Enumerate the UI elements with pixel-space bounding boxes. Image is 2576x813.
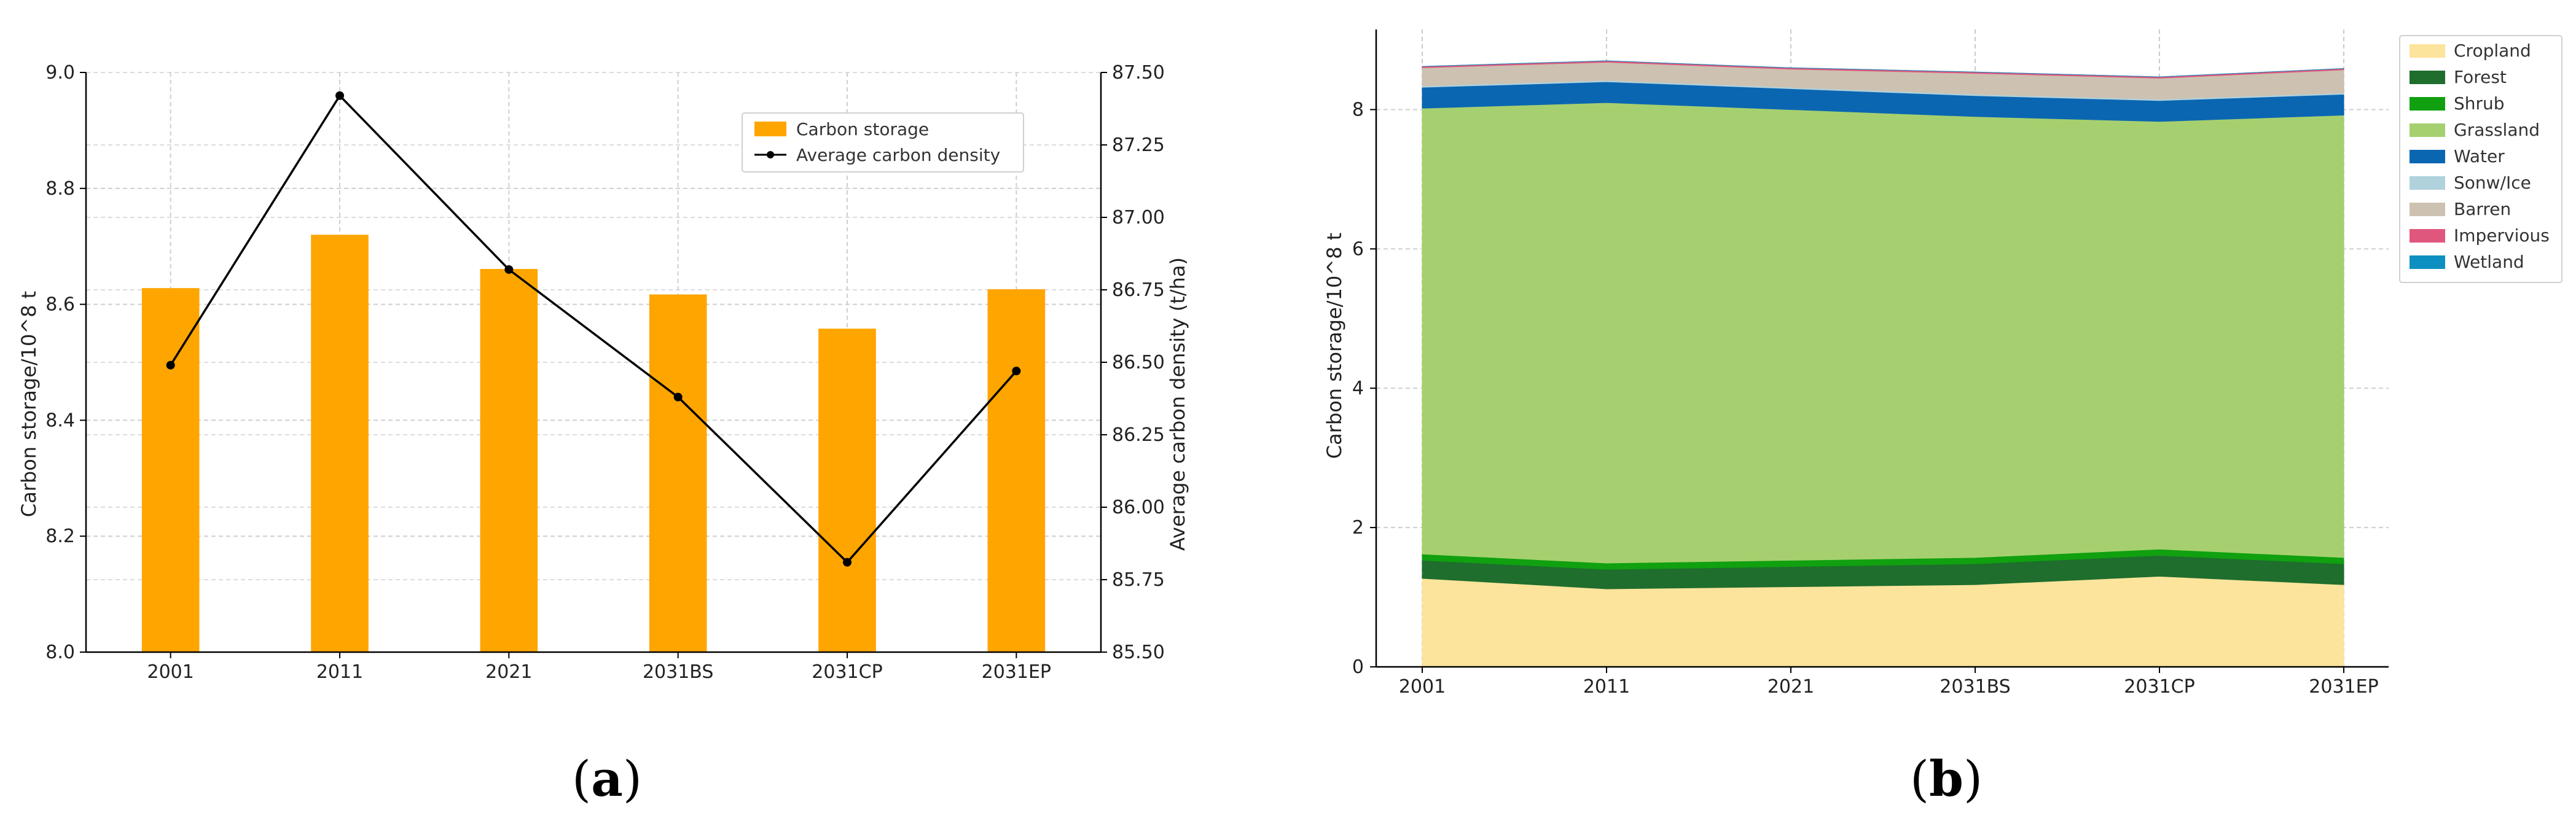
line-average-carbon-density — [170, 93, 1017, 564]
legend-swatch-water — [2410, 150, 2445, 163]
panel-a-y-axis-label: Carbon storage/10^8 t — [17, 291, 41, 517]
x-tick-label: 2031EP — [982, 661, 1051, 683]
area-grassland — [1422, 102, 2344, 564]
panel-a-legend: Carbon storage Average carbon density — [742, 112, 1024, 173]
x-tick-label: 2031EP — [2309, 676, 2378, 698]
panel-a-x-ticks: 2001 2011 2021 2031BS 2031CP 2031EP — [147, 652, 1051, 683]
point-average-carbon-density-2031ep — [1012, 367, 1021, 376]
point-average-carbon-density-2031bs — [673, 392, 683, 402]
bar-carbon-storage-2031ep — [987, 289, 1046, 652]
bar-carbon-storage-2031bs — [649, 294, 707, 652]
bar-carbon-storage-2021 — [480, 269, 538, 652]
y-tick-label: 2 — [1352, 517, 1364, 539]
panel-a: 2001 2011 2021 2031BS 2031CP 2031EP 8.0 8.2 8.4… — [17, 62, 1189, 683]
area-cropland — [1422, 576, 2344, 667]
point-average-carbon-density-2011 — [335, 91, 344, 100]
legend-label-average-carbon-density: Average carbon density — [796, 145, 1000, 165]
y-tick-label: 6 — [1352, 238, 1364, 260]
x-tick-label: 2001 — [1399, 676, 1446, 698]
legend-label-carbon-storage: Carbon storage — [796, 119, 929, 139]
legend-swatch-wetland — [2410, 255, 2445, 269]
y-right-tick-label: 86.75 — [1112, 279, 1165, 301]
legend-label-shrub: Shrub — [2454, 93, 2505, 114]
legend-swatch-sonw-ice — [2410, 176, 2445, 190]
x-tick-label: 2001 — [147, 661, 194, 683]
legend-swatch-shrub — [2410, 97, 2445, 111]
y-tick-label: 4 — [1352, 378, 1364, 399]
legend-label-barren: Barren — [2454, 199, 2511, 219]
legend-label-wetland: Wetland — [2454, 252, 2524, 272]
panel-b-axes — [1375, 29, 2389, 668]
legend-label-impervious: Impervious — [2454, 225, 2550, 246]
y-tick-label: 8 — [1352, 99, 1364, 120]
panel-b-x-ticks: 2001 2011 2021 2031BS 2031CP 2031EP — [1399, 667, 2379, 698]
y-right-tick-label: 87.00 — [1112, 207, 1165, 228]
legend-label-forest: Forest — [2454, 67, 2507, 87]
y-tick-label: 8.2 — [45, 526, 75, 547]
panel-a-y-right-axis-label: Average carbon density (t/ha) — [1166, 257, 1189, 551]
x-tick-label: 2011 — [1583, 676, 1630, 698]
y-right-tick-label: 86.25 — [1112, 424, 1165, 446]
y-tick-label: 8.8 — [45, 178, 75, 200]
panel-a-y-right-ticks: 85.50 85.75 86.00 86.25 86.50 86.75 87.00 87.25… — [1101, 62, 1165, 663]
point-average-carbon-density-2021 — [504, 265, 514, 274]
bar-carbon-storage-2031cp — [818, 329, 876, 652]
legend-label-cropland: Cropland — [2454, 41, 2531, 61]
legend-marker-average-carbon-density — [767, 151, 774, 158]
panel-a-y-ticks: 8.0 8.2 8.4 8.6 8.8 9.0 — [45, 62, 86, 663]
legend-label-sonw-ice: Sonw/Ice — [2454, 173, 2531, 193]
y-right-tick-label: 86.00 — [1112, 497, 1165, 518]
bar-carbon-storage-2001 — [141, 288, 200, 653]
panel-b-y-axis-label: Carbon storage/10^8 t — [1323, 233, 1346, 459]
x-tick-label: 2031CP — [2124, 676, 2194, 698]
x-tick-label: 2031CP — [812, 661, 882, 683]
panel-b: 2001 2011 2021 2031BS 2031CP 2031EP 0 2 4 6 8 Car… — [1323, 29, 2562, 698]
legend-swatch-forest — [2410, 71, 2445, 84]
y-right-tick-label: 85.50 — [1112, 642, 1165, 663]
panel-b-y-ticks: 0 2 4 6 8 — [1352, 99, 1376, 678]
y-right-tick-label: 85.75 — [1112, 569, 1165, 591]
y-tick-label: 8.6 — [45, 294, 75, 316]
legend-label-water: Water — [2454, 146, 2505, 166]
legend-swatch-impervious — [2410, 229, 2445, 243]
x-tick-label: 2011 — [316, 661, 363, 683]
panel-a-label: (a) — [572, 750, 642, 807]
x-tick-label: 2021 — [1768, 676, 1814, 698]
panel-a-bars — [141, 235, 1046, 653]
panel-a-density-line — [166, 91, 1021, 567]
legend-swatch-barren — [2410, 203, 2445, 216]
y-right-tick-label: 87.50 — [1112, 62, 1165, 84]
y-right-tick-label: 87.25 — [1112, 134, 1165, 156]
legend-swatch-cropland — [2410, 44, 2445, 58]
panel-b-stacked-areas — [1422, 60, 2344, 667]
bar-carbon-storage-2011 — [311, 235, 369, 652]
x-tick-label: 2021 — [485, 661, 532, 683]
y-tick-label: 8.4 — [45, 410, 75, 431]
y-tick-label: 9.0 — [45, 62, 75, 84]
point-average-carbon-density-2031cp — [843, 558, 851, 567]
point-average-carbon-density-2001 — [166, 360, 175, 370]
x-tick-label: 2031BS — [643, 661, 713, 683]
area-wetland — [1422, 60, 2344, 77]
panel-b-label: (b) — [1910, 750, 1983, 807]
legend-swatch-carbon-storage — [754, 122, 786, 136]
y-tick-label: 8.0 — [45, 642, 75, 663]
y-tick-label: 0 — [1352, 656, 1364, 678]
y-right-tick-label: 86.50 — [1112, 352, 1165, 373]
x-tick-label: 2031BS — [1940, 676, 2010, 698]
panel-b-legend: Cropland Forest Shrub Grassland Water Sonw/Ic… — [2399, 35, 2562, 283]
legend-label-grassland: Grassland — [2454, 120, 2540, 140]
legend-swatch-grassland — [2410, 123, 2445, 137]
